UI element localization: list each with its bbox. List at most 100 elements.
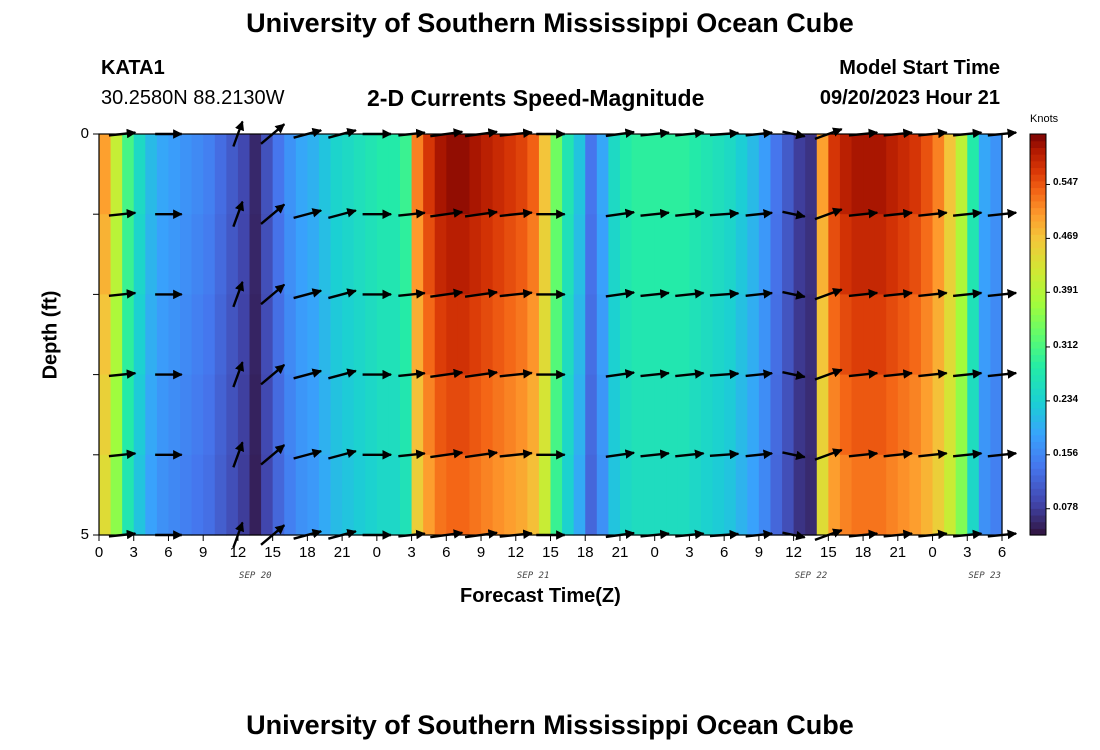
colorbar-tick-label: 0.156 [1053, 447, 1079, 459]
heatmap-cell [608, 294, 621, 376]
heatmap-cell [990, 294, 1003, 376]
x-tick-label: 18 [576, 544, 594, 561]
heatmap-cell [712, 294, 725, 376]
current-vector [952, 369, 983, 379]
colorbar-segment [1030, 381, 1046, 389]
current-vector [499, 369, 533, 379]
heatmap-cell [863, 374, 876, 456]
colorbar-segment [1030, 347, 1046, 356]
heatmap-cell [272, 134, 285, 215]
station-id: KATA1 [101, 57, 165, 79]
current-vector [709, 449, 740, 460]
heatmap-cell [318, 454, 332, 536]
heatmap-cells [99, 134, 1003, 536]
colorbar-tick-label: 0.234 [1053, 393, 1079, 405]
heatmap-cell [654, 454, 667, 536]
heatmap-cell [886, 374, 899, 456]
colorbar-segment [1030, 434, 1046, 443]
heatmap-cell [689, 294, 702, 376]
heatmap-cell [122, 214, 135, 295]
x-tick-label: 6 [997, 544, 1007, 561]
heatmap-cell [550, 374, 563, 456]
colorbar-segment [1030, 354, 1046, 362]
colorbar-segment [1030, 247, 1046, 255]
heatmap-cell [897, 214, 910, 295]
heatmap-cell [457, 454, 471, 536]
heatmap-cell [168, 214, 181, 295]
heatmap-cell [365, 214, 378, 295]
heatmap-cell [643, 294, 656, 376]
heatmap-cell [770, 454, 783, 536]
heatmap-cell [365, 374, 378, 456]
heatmap-cell [747, 294, 760, 376]
heatmap-cell [677, 134, 691, 215]
heatmap-cell [677, 374, 691, 456]
heatmap-cell [492, 454, 505, 536]
heatmap-cell [677, 294, 691, 376]
heatmap-cell [353, 294, 366, 376]
heatmap-cell [839, 454, 853, 536]
heatmap-cell [643, 374, 656, 456]
current-vector [293, 288, 323, 300]
heatmap-cell [654, 374, 667, 456]
heatmap-cell [978, 134, 992, 215]
heatmap-cell [318, 214, 332, 295]
heatmap-cell [724, 214, 737, 295]
colorbar-segment [1030, 441, 1046, 449]
current-vector [848, 289, 879, 299]
heatmap-cell [295, 294, 308, 376]
heatmap-cell [758, 214, 772, 295]
heatmap-cell [724, 294, 737, 376]
heatmap-cell [631, 454, 644, 536]
x-tick-label: 3 [963, 544, 972, 561]
heatmap-cell [156, 294, 170, 376]
heatmap-cell [272, 454, 285, 536]
heatmap-cell [481, 294, 494, 376]
station-coords: 30.2580N 88.2130W [101, 87, 285, 109]
colorbar-segment [1030, 374, 1046, 382]
heatmap-cell [585, 214, 598, 295]
heatmap-cell [411, 374, 424, 456]
heatmap-cell [434, 294, 447, 376]
current-vector [675, 449, 705, 459]
heatmap-cell [203, 214, 216, 295]
heatmap-cell [376, 214, 390, 295]
heatmap-cell [944, 134, 957, 215]
heatmap-cell [712, 134, 725, 215]
heatmap-cell [782, 214, 795, 295]
heatmap-cell [944, 214, 957, 295]
heatmap-cell [932, 134, 945, 215]
colorbar-segment [1030, 454, 1046, 463]
heatmap-cell [666, 214, 679, 295]
colorbar-segment [1030, 147, 1046, 155]
colorbar-segment [1030, 234, 1046, 242]
heatmap-cell [816, 454, 829, 536]
y-tick-label: 0 [80, 125, 89, 142]
heatmap-cell [249, 294, 262, 376]
colorbar-segment [1030, 488, 1046, 496]
heatmap-cell [909, 454, 922, 536]
colorbar-segment [1030, 134, 1046, 142]
heatmap-cell [897, 294, 910, 376]
heatmap-cell [828, 134, 841, 215]
heatmap-cell [388, 294, 401, 376]
heatmap-cell [967, 294, 980, 376]
colorbar-segment [1030, 294, 1046, 302]
heatmap-cell [909, 294, 922, 376]
heatmap-cell [226, 214, 239, 295]
date-label: SEP 20 [239, 571, 272, 581]
colorbar-segment [1030, 160, 1046, 169]
heatmap-cell [214, 134, 227, 215]
heatmap-cell [701, 294, 714, 376]
heatmap-cell [990, 214, 1003, 295]
current-vector [260, 363, 286, 386]
heatmap-cell [295, 134, 308, 215]
heatmap-cell [828, 294, 841, 376]
current-vector [605, 369, 636, 379]
plot-title: 2-D Currents Speed-Magnitude [367, 85, 705, 111]
heatmap-cell [585, 294, 598, 376]
heatmap-cell [284, 214, 297, 295]
heatmap-cell [261, 214, 274, 295]
x-tick-label: 6 [442, 544, 451, 561]
x-tick-label: 3 [685, 544, 694, 561]
